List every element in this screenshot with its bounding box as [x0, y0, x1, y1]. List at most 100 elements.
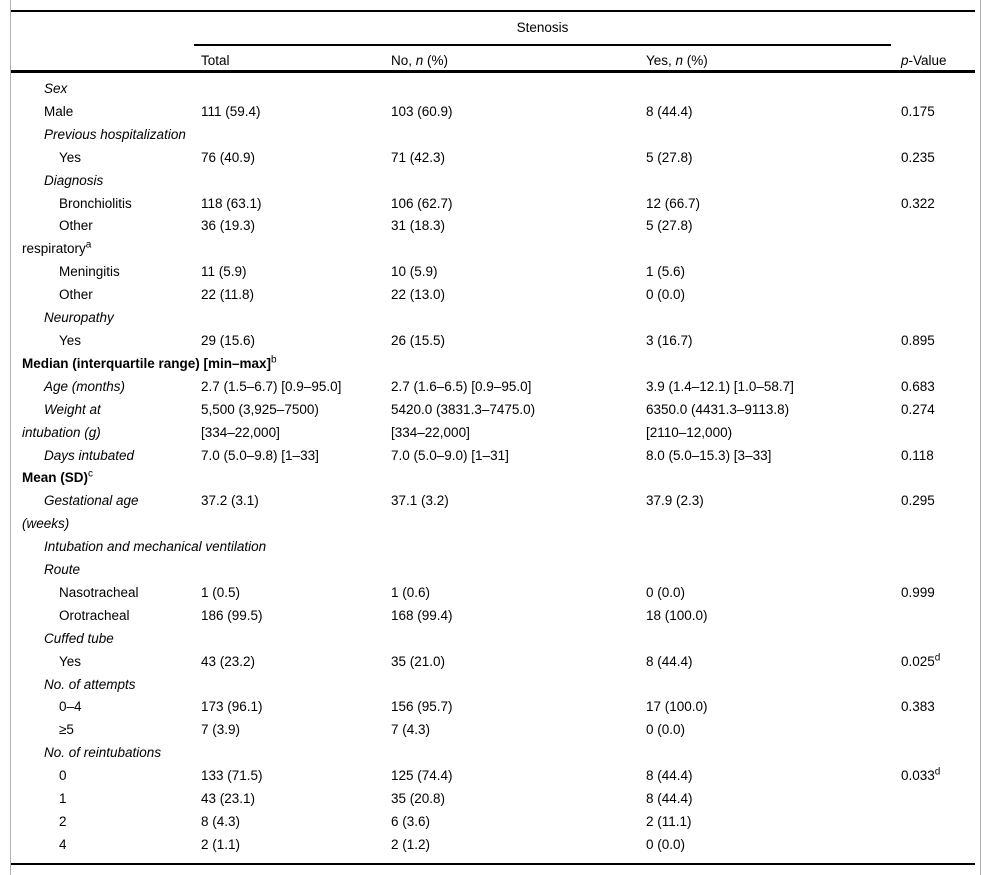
- table-row: Orotracheal 186 (99.5) 168 (99.4) 18 (100.0…: [11, 605, 980, 628]
- cell-pvalue: [901, 78, 980, 101]
- cell-total: [201, 124, 391, 147]
- table-row: ≥5 7 (3.9) 7 (4.3) 0 (0.0): [11, 719, 980, 742]
- header-text: Total: [201, 53, 230, 68]
- cell-pvalue: [901, 674, 980, 697]
- row-label-line: Intubation and mechanical ventilation: [44, 539, 267, 555]
- cell-total: [201, 674, 391, 697]
- cell-yes: 37.9 (2.3): [646, 493, 704, 509]
- row-label: Other: [11, 284, 201, 307]
- table-row: 0 133 (71.5) 125 (74.4) 8 (44.4) 0.033d: [11, 765, 980, 788]
- cell-yes: 17 (100.0): [646, 699, 708, 715]
- cell-no: [391, 559, 646, 582]
- row-label: Days intubated: [11, 445, 201, 468]
- header-italic-text: n: [415, 53, 424, 68]
- footnote-marker: d: [934, 652, 941, 664]
- cell-total: 7 (3.9): [201, 722, 241, 738]
- header-rule: [11, 70, 975, 73]
- header-text: No,: [391, 53, 416, 68]
- table-body: Sex Male 111 (59.4) 103 (60.9) 8 (44.4) 0.175…: [11, 73, 980, 857]
- cell-pvalue: 0.895: [901, 332, 935, 348]
- top-rule: [11, 10, 975, 12]
- cell-yes: 5 (27.8): [646, 149, 693, 165]
- cell-pvalue: [901, 834, 980, 857]
- cell-yes: 2 (11.1): [646, 814, 692, 829]
- row-label-line: Diagnosis: [44, 172, 104, 188]
- stenosis-spanner-rule: [194, 44, 891, 46]
- cell-pvalue: [901, 170, 980, 193]
- cell-yes: [646, 536, 901, 559]
- header-text: (%): [683, 53, 708, 68]
- column-header-row: Total No, n (%) Yes, n (%) p-Value: [11, 50, 980, 73]
- row-label: Diagnosis: [11, 170, 201, 193]
- cell-total: 133 (71.5): [201, 768, 263, 784]
- cell-total: 186 (99.5): [201, 607, 263, 623]
- row-label-line: Route: [44, 562, 81, 578]
- cell-total: [201, 467, 391, 490]
- cell-yes: 5 (27.8): [646, 218, 693, 234]
- column-header-total: Total: [201, 50, 391, 73]
- row-label-line: Male: [44, 103, 74, 119]
- cell-no: 2 (1.2): [391, 836, 431, 852]
- cell-pvalue: 0.033d: [901, 766, 941, 784]
- row-label-line: Yes: [59, 332, 82, 348]
- row-label-line: Age (months): [44, 378, 126, 394]
- cell-pvalue: [901, 124, 980, 147]
- cell-no: [391, 78, 646, 101]
- row-label-line: Previous hospitalization: [44, 126, 186, 142]
- cell-pvalue: [901, 467, 980, 490]
- row-label-line: Other: [59, 287, 93, 303]
- cell-pvalue: [901, 215, 980, 261]
- row-label: 2: [11, 811, 201, 834]
- row-label-line: Orotracheal: [59, 607, 130, 623]
- cell-total: 2 (1.1): [201, 836, 241, 852]
- cell-pvalue: [901, 811, 980, 834]
- cell-no: 35 (20.8): [391, 791, 446, 807]
- cell-pvalue: 0.175: [901, 103, 935, 119]
- cell-yes: 1 (5.6): [646, 264, 686, 280]
- row-label-line: intubation (g): [22, 424, 101, 440]
- row-label-line: Mean (SD)c: [22, 468, 94, 486]
- cell-total: 43 (23.2): [201, 653, 256, 669]
- table-row: Age (months) 2.7 (1.5–6.7) [0.9–95.0] 2.7 …: [11, 376, 980, 399]
- row-label-line: Cuffed tube: [44, 630, 114, 646]
- table-row: Yes 43 (23.2) 35 (21.0) 8 (44.4) 0.025d: [11, 651, 980, 674]
- cell-total: 11 (5.9): [201, 264, 247, 280]
- row-label-line: 0: [59, 768, 67, 784]
- row-label: Cuffed tube: [11, 628, 201, 651]
- cell-no: [391, 628, 646, 651]
- table-row: Mean (SD)c: [11, 467, 980, 490]
- cell-no: 37.1 (3.2): [391, 493, 449, 509]
- table-row: Diagnosis: [11, 170, 980, 193]
- table-row: 2 8 (4.3) 6 (3.6) 2 (11.1): [11, 811, 980, 834]
- cell-pvalue: [901, 536, 980, 559]
- cell-total: [201, 353, 391, 376]
- cell-no: 26 (15.5): [391, 332, 446, 348]
- table-row: 1 43 (23.1) 35 (20.8) 8 (44.4): [11, 788, 980, 811]
- cell-total: [201, 307, 391, 330]
- cell-no: [391, 353, 646, 376]
- row-label-line: 1: [59, 791, 67, 807]
- cell-no: 168 (99.4): [391, 607, 453, 623]
- cell-yes: [646, 124, 901, 147]
- table-row: Nasotracheal 1 (0.5) 1 (0.6) 0 (0.0) 0.999: [11, 582, 980, 605]
- row-label-line: Neuropathy: [44, 310, 114, 326]
- cell-pvalue: [901, 261, 980, 284]
- footnote-marker: a: [85, 239, 92, 251]
- table-row: No. of attempts: [11, 674, 980, 697]
- cell-total: 76 (40.9): [201, 149, 256, 165]
- cell-no: [391, 170, 646, 193]
- cell-pvalue: [901, 788, 980, 811]
- cell-no: 5420.0 (3831.3–7475.0) [334–22,000]: [391, 401, 536, 440]
- cell-no: 106 (62.7): [391, 195, 453, 211]
- cell-pvalue: [901, 605, 980, 628]
- row-label-line: Yes: [59, 149, 82, 165]
- row-label-line: Days intubated: [44, 447, 135, 463]
- cell-total: 29 (15.6): [201, 332, 256, 348]
- cell-total: [201, 78, 391, 101]
- row-label: Weight at intubation (g): [11, 399, 201, 445]
- row-label: 0: [11, 765, 201, 788]
- table-row: 0–4 173 (96.1) 156 (95.7) 17 (100.0) 0.383: [11, 696, 980, 719]
- header-italic-text: n: [675, 53, 684, 68]
- cell-yes: [646, 559, 901, 582]
- cell-no: 156 (95.7): [391, 699, 453, 715]
